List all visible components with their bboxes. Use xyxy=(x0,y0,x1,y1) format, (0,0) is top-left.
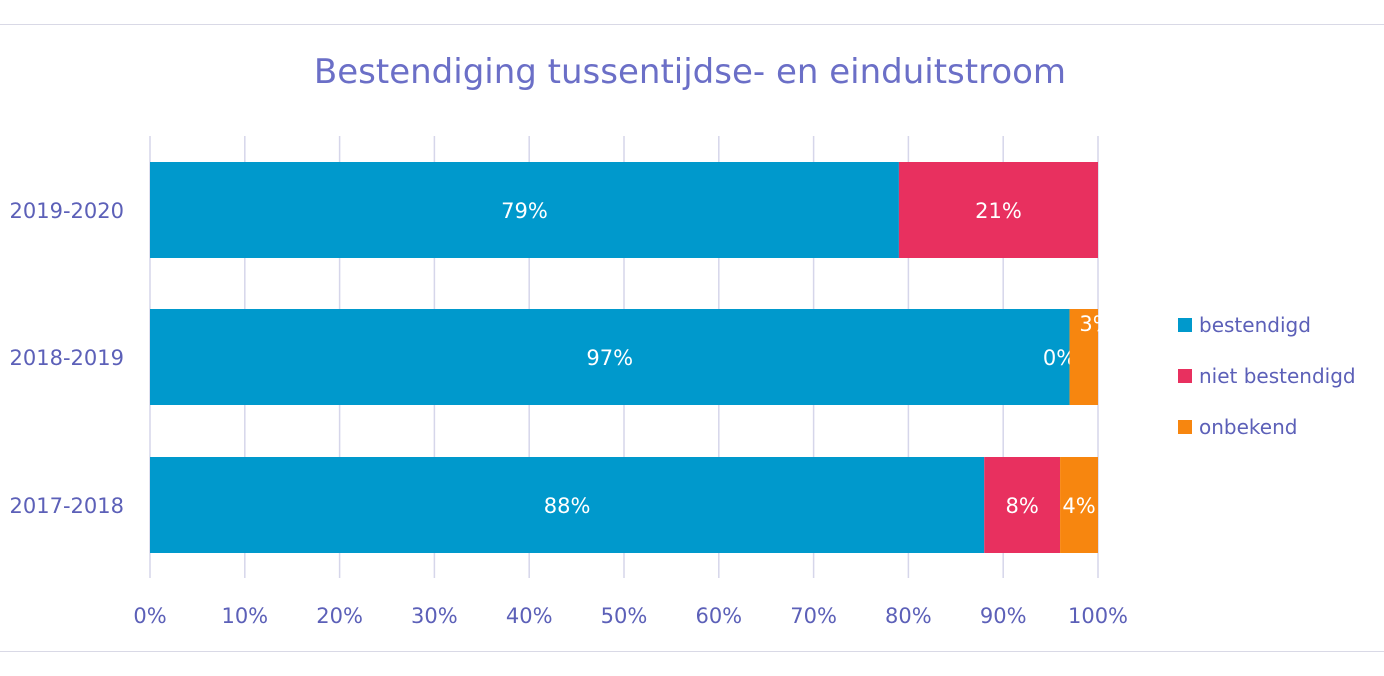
category-label: 2018-2019 xyxy=(10,346,124,370)
data-label: 88% xyxy=(544,494,591,518)
bar-segment-bestendigd xyxy=(150,457,985,553)
x-tick-label: 30% xyxy=(411,604,458,628)
x-tick-label: 10% xyxy=(221,604,268,628)
x-tick-label: 70% xyxy=(790,604,837,628)
x-tick-label: 60% xyxy=(695,604,742,628)
bar-segment-onbekend xyxy=(1060,457,1098,553)
data-label: 79% xyxy=(501,199,548,223)
x-tick-label: 100% xyxy=(1068,604,1128,628)
category-label: 2019-2020 xyxy=(10,199,124,223)
legend-swatch xyxy=(1178,318,1192,332)
legend-label: bestendigd xyxy=(1199,313,1311,337)
category-label: 2017-2018 xyxy=(10,494,124,518)
chart-frame xyxy=(0,24,1384,652)
legend-label: niet bestendigd xyxy=(1199,364,1356,388)
data-label: 4% xyxy=(1062,494,1095,518)
legend-label: onbekend xyxy=(1199,415,1297,439)
bar-segment-bestendigd xyxy=(150,309,1070,405)
x-tick-label: 20% xyxy=(316,604,363,628)
x-tick-label: 40% xyxy=(506,604,553,628)
legend-swatch xyxy=(1178,420,1192,434)
data-label: 97% xyxy=(586,346,633,370)
x-tick-label: 80% xyxy=(885,604,932,628)
data-label: 8% xyxy=(1005,494,1038,518)
bar-segment-niet-bestendigd xyxy=(898,162,1098,258)
x-tick-label: 90% xyxy=(980,604,1027,628)
bar-segment-bestendigd xyxy=(150,162,899,258)
x-tick-label: 0% xyxy=(133,604,166,628)
data-label: 21% xyxy=(975,199,1022,223)
legend-swatch xyxy=(1178,369,1192,383)
data-label: 3% xyxy=(1079,312,1112,336)
chart-title: Bestendiging tussentijdse- en einduitstr… xyxy=(313,52,1067,92)
bar-segment-niet-bestendigd xyxy=(984,457,1061,553)
bar-segment-onbekend xyxy=(1069,309,1098,405)
x-tick-label: 50% xyxy=(601,604,648,628)
